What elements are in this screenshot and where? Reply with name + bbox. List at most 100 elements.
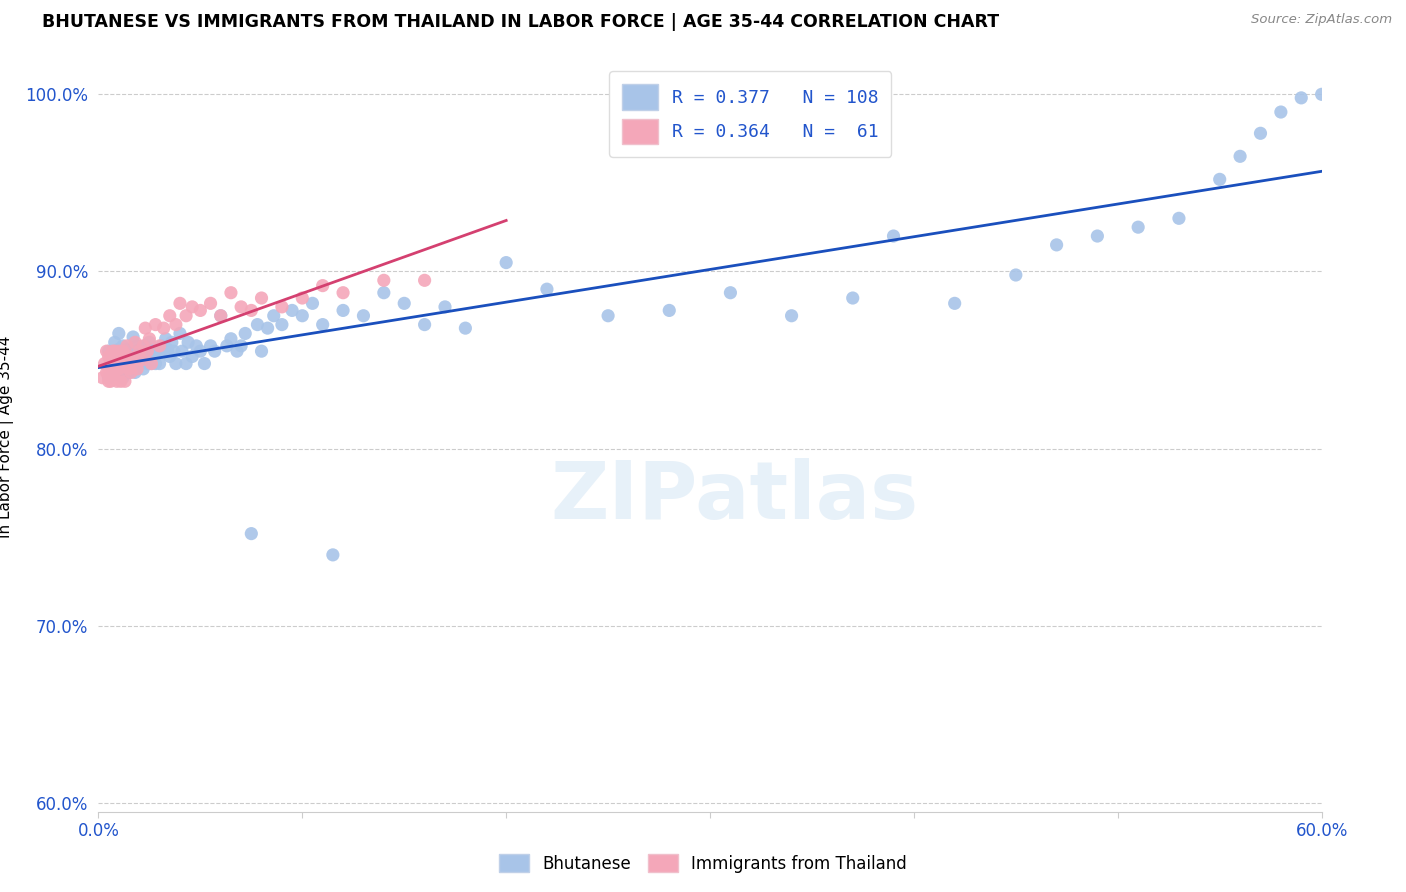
- Point: [108, 326, 131, 341]
- Point: [104, 344, 127, 359]
- Point: [104, 335, 127, 350]
- Point: [124, 353, 146, 368]
- Point: [100, 353, 122, 368]
- Point: [101, 357, 124, 371]
- Point: [128, 344, 150, 359]
- Point: [209, 309, 232, 323]
- Point: [114, 357, 136, 371]
- Point: [104, 366, 127, 380]
- Point: [111, 362, 134, 376]
- Point: [105, 357, 128, 371]
- Point: [883, 229, 905, 244]
- Point: [226, 344, 249, 359]
- Point: [209, 309, 232, 323]
- Point: [97, 362, 120, 376]
- Point: [101, 353, 124, 368]
- Point: [233, 326, 256, 341]
- Point: [120, 366, 142, 380]
- Point: [165, 357, 187, 371]
- Point: [97, 350, 120, 364]
- Point: [138, 332, 160, 346]
- Point: [134, 321, 156, 335]
- Point: [105, 357, 128, 371]
- Point: [141, 357, 163, 371]
- Y-axis label: In Labor Force | Age 35-44: In Labor Force | Age 35-44: [0, 336, 14, 538]
- Point: [263, 309, 285, 323]
- Point: [200, 339, 222, 353]
- Point: [1291, 91, 1313, 105]
- Point: [152, 344, 174, 359]
- Point: [122, 330, 145, 344]
- Point: [186, 339, 208, 353]
- Point: [163, 344, 186, 359]
- Point: [120, 357, 142, 371]
- Point: [170, 344, 193, 359]
- Point: [155, 332, 177, 346]
- Point: [128, 343, 150, 357]
- Point: [146, 344, 169, 359]
- Legend: R = 0.377   N = 108, R = 0.364   N =  61: R = 0.377 N = 108, R = 0.364 N = 61: [609, 71, 891, 157]
- Point: [122, 353, 145, 368]
- Point: [136, 357, 159, 371]
- Text: BHUTANESE VS IMMIGRANTS FROM THAILAND IN LABOR FORCE | AGE 35-44 CORRELATION CHA: BHUTANESE VS IMMIGRANTS FROM THAILAND IN…: [42, 13, 1000, 31]
- Point: [160, 335, 183, 350]
- Point: [124, 335, 146, 350]
- Point: [118, 366, 141, 380]
- Point: [134, 350, 156, 364]
- Point: [127, 344, 149, 359]
- Point: [101, 344, 124, 359]
- Point: [111, 370, 134, 384]
- Point: [132, 344, 155, 359]
- Point: [291, 291, 314, 305]
- Point: [188, 344, 212, 359]
- Point: [114, 362, 136, 376]
- Point: [138, 335, 160, 350]
- Point: [93, 357, 115, 371]
- Point: [174, 357, 197, 371]
- Point: [177, 335, 200, 350]
- Point: [413, 273, 436, 287]
- Point: [1128, 220, 1150, 235]
- Point: [115, 357, 138, 371]
- Point: [120, 344, 142, 359]
- Point: [165, 318, 187, 332]
- Point: [111, 339, 134, 353]
- Point: [312, 278, 335, 293]
- Point: [373, 273, 395, 287]
- Point: [150, 339, 173, 353]
- Point: [110, 374, 132, 388]
- Point: [118, 353, 141, 368]
- Point: [434, 300, 457, 314]
- Point: [96, 366, 118, 380]
- Point: [1270, 105, 1292, 120]
- Point: [141, 357, 163, 371]
- Point: [129, 353, 152, 368]
- Point: [134, 339, 156, 353]
- Point: [250, 291, 273, 305]
- Point: [115, 353, 138, 368]
- Point: [301, 296, 323, 310]
- Point: [115, 343, 138, 357]
- Point: [127, 362, 149, 376]
- Point: [204, 344, 226, 359]
- Point: [118, 350, 141, 364]
- Point: [188, 303, 212, 318]
- Point: [110, 353, 132, 368]
- Point: [658, 303, 681, 318]
- Point: [159, 350, 181, 364]
- Point: [454, 321, 477, 335]
- Point: [219, 332, 242, 346]
- Point: [219, 285, 242, 300]
- Point: [127, 339, 149, 353]
- Point: [104, 366, 127, 380]
- Point: [108, 362, 131, 376]
- Point: [97, 344, 120, 359]
- Point: [240, 526, 263, 541]
- Point: [169, 326, 191, 341]
- Point: [1167, 211, 1189, 226]
- Point: [413, 318, 436, 332]
- Point: [270, 300, 294, 314]
- Point: [101, 362, 124, 376]
- Point: [495, 255, 517, 269]
- Point: [246, 318, 269, 332]
